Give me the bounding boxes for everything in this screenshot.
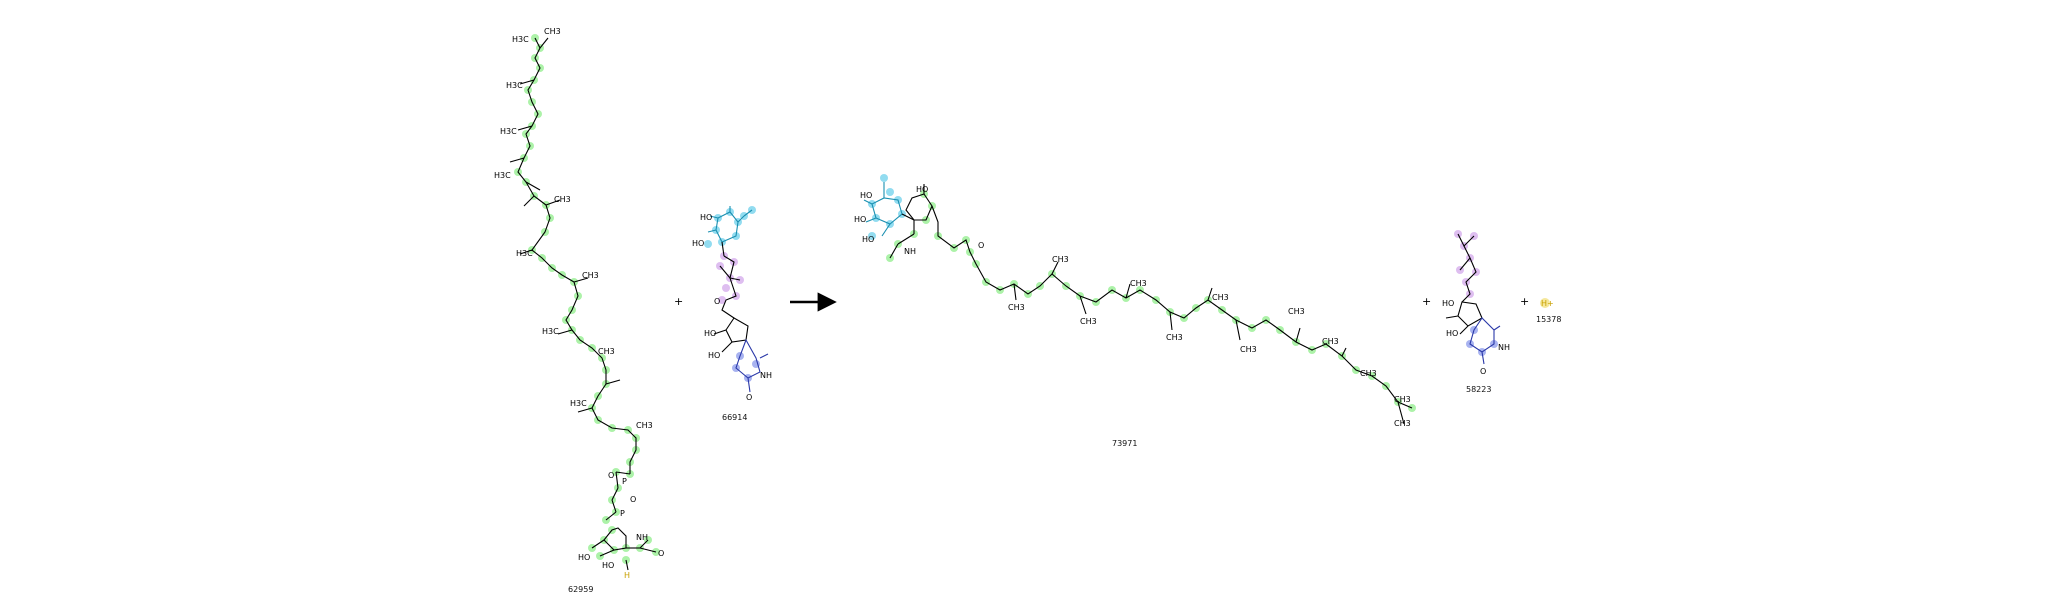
atom-label-nh: NH: [1498, 343, 1510, 352]
atom-label-ho: HO: [578, 553, 590, 562]
atom-label-h3c: H3C: [516, 249, 533, 258]
atom-label-nh: NH: [636, 533, 648, 542]
atom-label-ch3: CH3: [1212, 293, 1229, 302]
atom-label-nh: NH: [760, 371, 772, 380]
atom-label-ch3: CH3: [582, 271, 599, 280]
atom-label-p: P: [622, 477, 627, 486]
atom-label-h3c: H3C: [542, 327, 559, 336]
plus-operator: +: [674, 295, 683, 308]
atom-label-ch3: CH3: [1360, 369, 1377, 378]
proton-highlight: [1540, 298, 1550, 308]
compound-id-62959: 62959: [568, 585, 593, 594]
atom-label-h: H: [624, 571, 630, 580]
compound-73971-atom-labels: HO HO HO HO NH O CH3 CH3 CH3 CH3 CH3 CH3…: [854, 185, 1411, 428]
atom-label-o: O: [608, 471, 614, 480]
plus-operator: +: [1422, 295, 1431, 308]
atom-label-h3c: H3C: [500, 127, 517, 136]
compound-id-15378: 15378: [1536, 315, 1561, 324]
atom-label-ch3: CH3: [1130, 279, 1147, 288]
compound-id-73971: 73971: [1112, 439, 1137, 448]
atom-label-ch3: CH3: [1008, 303, 1025, 312]
compound-73971-highlights: [868, 174, 1416, 412]
plus-operator: +: [1520, 295, 1529, 308]
atom-label-o: O: [630, 495, 636, 504]
atom-label-ho: HO: [704, 329, 716, 338]
atom-label-ch3: CH3: [1240, 345, 1257, 354]
atom-label-p: P: [620, 509, 625, 518]
atom-label-ch3: CH3: [1322, 337, 1339, 346]
compound-id-66914: 66914: [722, 413, 747, 422]
atom-label-ch3: CH3: [554, 195, 571, 204]
compound-62959: CH3 H3C H3C H3C H3C CH3 H3C CH3 H3C CH3 …: [494, 27, 664, 594]
atom-label-nh: NH: [904, 247, 916, 256]
atom-label-ho: HO: [862, 235, 874, 244]
compound-58223-bonds: [1445, 233, 1501, 365]
atom-label-h-plus: H+: [1541, 299, 1554, 308]
compound-62959-highlights: [514, 34, 660, 564]
compound-73971-bonds: [863, 182, 1413, 425]
atom-label-ch3: CH3: [1080, 317, 1097, 326]
compound-58223: HO HO NH O 58223: [1442, 230, 1510, 394]
atom-label-ch3: CH3: [1394, 395, 1411, 404]
atom-label-o: O: [1480, 367, 1486, 376]
atom-label-h3c: H3C: [506, 81, 523, 90]
atom-label-ch3: CH3: [1288, 307, 1305, 316]
atom-label-ch3: CH3: [1052, 255, 1069, 264]
atom-label-o: O: [746, 393, 752, 402]
compound-id-58223: 58223: [1466, 385, 1491, 394]
atom-label-ho: HO: [860, 191, 872, 200]
atom-label-ch3: CH3: [598, 347, 615, 356]
atom-label-o: O: [978, 241, 984, 250]
atom-label-ho: HO: [708, 351, 720, 360]
atom-label-ch3: CH3: [1166, 333, 1183, 342]
atom-label-ho: HO: [602, 561, 614, 570]
compound-62959-atom-labels: CH3 H3C H3C H3C H3C CH3 H3C CH3 H3C CH3 …: [494, 27, 664, 580]
compound-58223-atom-labels: HO HO NH O: [1442, 299, 1510, 376]
compound-58223-highlights: [1454, 230, 1498, 356]
atom-label-o: O: [714, 297, 720, 306]
compound-62959-bonds: [509, 37, 657, 571]
compound-73971: HO HO HO HO NH O CH3 CH3 CH3 CH3 CH3 CH3…: [854, 174, 1416, 448]
atom-label-h3c: H3C: [570, 399, 587, 408]
compound-15378: H+ 15378: [1536, 298, 1561, 324]
compound-66914: HO HO O HO HO NH O 66914: [692, 206, 772, 422]
atom-label-ho: HO: [700, 213, 712, 222]
atom-label-ho: HO: [1442, 299, 1454, 308]
atom-label-ho: HO: [692, 239, 704, 248]
atom-label-ch3: CH3: [544, 27, 561, 36]
atom-label-ho: HO: [916, 185, 928, 194]
atom-label-ho: HO: [1446, 329, 1458, 338]
compound-66914-atom-labels: HO HO O HO HO NH O: [692, 213, 772, 402]
atom-label-ch3: CH3: [1394, 419, 1411, 428]
atom-label-ch3: CH3: [636, 421, 653, 430]
compound-66914-bonds: [707, 206, 769, 393]
atom-label-o: O: [658, 549, 664, 558]
atom-label-h3c: H3C: [512, 35, 529, 44]
atom-label-ho: HO: [854, 215, 866, 224]
atom-label-h3c: H3C: [494, 171, 511, 180]
